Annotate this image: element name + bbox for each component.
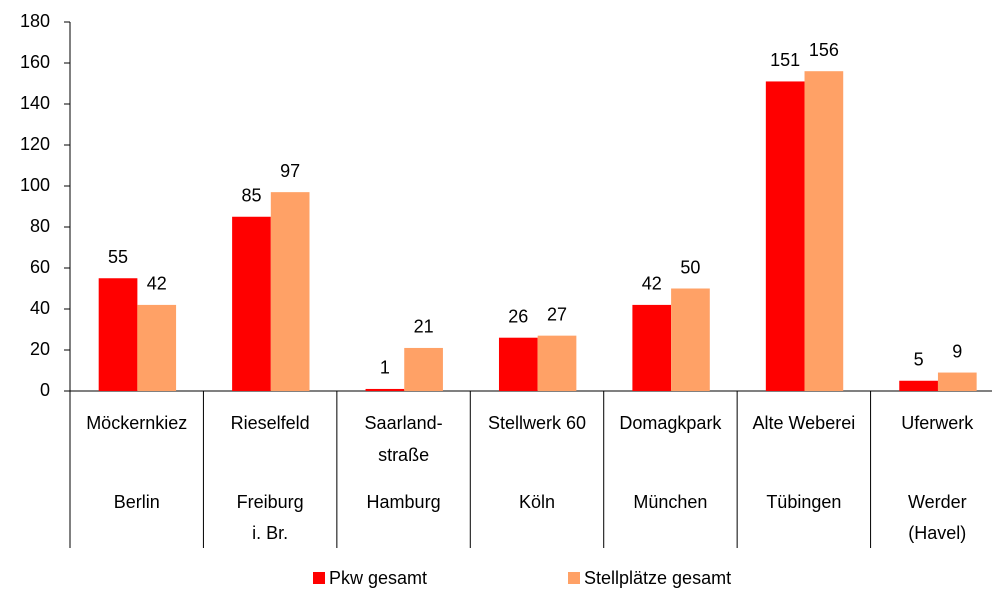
group-label: Tübingen — [766, 492, 841, 512]
value-label: 5 — [914, 350, 924, 370]
y-tick-label: 140 — [20, 93, 50, 113]
value-label: 42 — [147, 274, 167, 294]
bar — [365, 388, 405, 391]
bar — [804, 71, 844, 391]
bar — [232, 216, 271, 391]
legend-swatch — [313, 572, 325, 584]
value-label: 55 — [108, 247, 128, 267]
bar — [270, 192, 310, 391]
group-label: Hamburg — [367, 492, 441, 512]
bar — [98, 278, 138, 391]
x-tick-label: Uferwerk — [901, 413, 974, 433]
value-label: 85 — [241, 186, 261, 206]
bar — [137, 304, 177, 391]
x-tick-label: Alte Weberei — [752, 413, 855, 433]
y-tick-label: 120 — [20, 134, 50, 154]
bar — [498, 337, 538, 391]
x-tick-label: Stellwerk 60 — [488, 413, 586, 433]
value-label: 151 — [770, 50, 800, 70]
group-label: Berlin — [114, 492, 160, 512]
group-label: Werder — [908, 492, 967, 512]
value-label: 1 — [380, 358, 390, 378]
bar — [537, 335, 577, 391]
legend-swatch — [568, 572, 580, 584]
bar — [899, 380, 938, 391]
legend-label: Pkw gesamt — [329, 568, 427, 588]
y-tick-label: 20 — [30, 339, 50, 359]
bar — [765, 81, 805, 391]
legend-label: Stellplätze gesamt — [584, 568, 731, 588]
bar — [632, 304, 672, 391]
value-label: 156 — [809, 40, 839, 60]
value-label: 50 — [680, 257, 700, 277]
group-label: Freiburg — [237, 492, 304, 512]
y-tick-label: 160 — [20, 52, 50, 72]
y-tick-label: 0 — [40, 380, 50, 400]
group-label: i. Br. — [252, 523, 288, 543]
y-tick-label: 80 — [30, 216, 50, 236]
x-tick-label: Domagkpark — [619, 413, 722, 433]
y-tick-label: 100 — [20, 175, 50, 195]
x-tick-label: Rieselfeld — [231, 413, 310, 433]
value-label: 21 — [414, 317, 434, 337]
group-label: Köln — [519, 492, 555, 512]
value-label: 42 — [642, 274, 662, 294]
y-tick-label: 180 — [20, 11, 50, 31]
x-tick-label: Saarland- — [365, 413, 443, 433]
group-label: München — [633, 492, 707, 512]
y-tick-label: 40 — [30, 298, 50, 318]
value-label: 97 — [280, 161, 300, 181]
value-label: 27 — [547, 304, 567, 324]
x-tick-label: Möckernkiez — [86, 413, 187, 433]
x-tick-label: straße — [378, 445, 429, 465]
y-tick-label: 60 — [30, 257, 50, 277]
group-label: (Havel) — [908, 523, 966, 543]
bar — [671, 288, 710, 391]
bar — [937, 372, 977, 391]
value-label: 26 — [508, 306, 528, 326]
value-label: 9 — [952, 341, 962, 361]
bar — [404, 347, 443, 391]
